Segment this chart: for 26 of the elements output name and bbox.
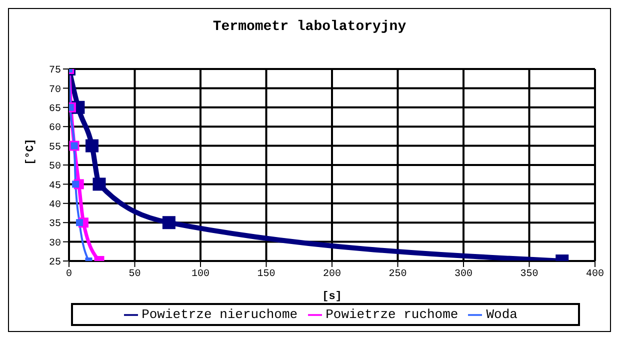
y-tick-label: 45 [48, 180, 61, 192]
y-tick-label: 55 [48, 142, 61, 154]
x-tick-label: 150 [257, 269, 276, 280]
x-tick-label: 300 [454, 269, 473, 280]
chart-title: Termometr labolatoryjny [212, 19, 408, 35]
legend-label: Powietrze ruchome [326, 307, 458, 322]
legend-label: Powietrze nieruchome [142, 307, 298, 322]
y-tick-label: 35 [48, 219, 61, 230]
y-tick-label: 50 [48, 162, 61, 173]
y-axis-title: [°C] [24, 138, 37, 165]
y-tick-label: 30 [48, 238, 61, 250]
y-tick-label: 75 [48, 66, 61, 77]
x-tick-label: 200 [322, 269, 342, 280]
x-tick-label: 250 [388, 269, 407, 280]
y-tick-label: 65 [48, 104, 61, 115]
x-tick-label: 100 [191, 269, 210, 280]
y-tick-label: 25 [48, 258, 61, 269]
legend-label: Woda [486, 307, 518, 322]
y-tick-label: 60 [48, 123, 61, 134]
x-tick-label: 50 [128, 269, 141, 280]
x-tick-label: 0 [66, 269, 72, 280]
x-tick-label: 400 [586, 269, 604, 280]
x-axis-title: [s] [322, 291, 342, 303]
y-tick-label: 70 [48, 84, 61, 96]
y-tick-label: 40 [48, 200, 61, 211]
x-tick-label: 350 [520, 269, 538, 280]
